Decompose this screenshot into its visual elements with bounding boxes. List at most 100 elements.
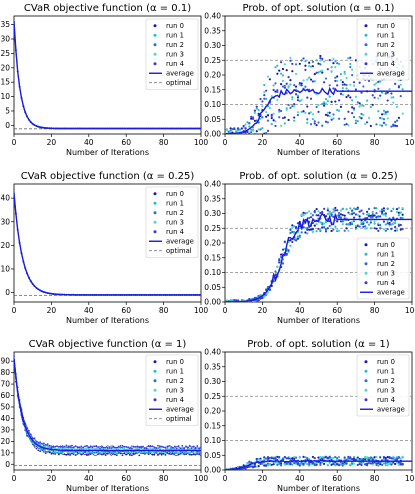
y-tick-label: 0.15: [204, 253, 221, 262]
run-1-point: [187, 452, 189, 454]
legend-label: run 1: [377, 32, 395, 40]
run-0-point: [313, 224, 316, 227]
run-0-point: [270, 463, 273, 466]
run-0-point: [190, 453, 193, 456]
y-tick-label: 10: [0, 264, 10, 273]
y-tick-label: 40: [0, 194, 10, 203]
run-3-point: [244, 123, 247, 126]
run-1-point: [326, 213, 329, 216]
run-1-point: [144, 451, 146, 454]
run-3-point: [276, 98, 279, 101]
x-tick-label: 100: [194, 306, 209, 315]
x-tick-label: 40: [295, 306, 305, 315]
run-4-point: [354, 213, 357, 216]
run-2-point: [323, 102, 326, 106]
run-1-point: [281, 74, 285, 77]
run-4-point: [244, 127, 247, 130]
run-0-point: [291, 70, 294, 73]
run-0-point: [323, 462, 326, 466]
run-1-point: [89, 451, 92, 454]
run-3-point: [274, 120, 277, 123]
run-4-point: [255, 105, 258, 108]
run-4-point: [371, 458, 374, 461]
run-3-point: [354, 224, 357, 227]
run-0-point: [80, 453, 83, 456]
run-0-point: [263, 132, 266, 134]
run-2-point: [377, 87, 380, 90]
run-1-point: [351, 210, 354, 213]
legend-label: run 3: [166, 219, 184, 227]
run-3-point: [294, 72, 298, 76]
run-4-point: [394, 82, 397, 85]
run-1-point: [43, 449, 45, 452]
run-4-point: [56, 445, 58, 448]
run-0-point: [255, 130, 258, 133]
run-1-point: [82, 451, 85, 454]
run-4-point: [136, 445, 139, 448]
legend-label: run 2: [166, 41, 184, 49]
run-1-point: [343, 70, 346, 74]
run-1-point: [57, 450, 60, 453]
run-4-point: [160, 445, 163, 448]
run-3-point: [268, 463, 271, 467]
run-3-point: [328, 115, 331, 118]
run-1-point: [317, 71, 320, 74]
y-tick-label: 20: [0, 241, 10, 250]
run-0-point: [44, 452, 47, 454]
run-1-point: [300, 110, 303, 113]
run-3-point: [261, 105, 264, 108]
run-4-point: [72, 446, 75, 449]
run-2-point: [377, 215, 380, 218]
run-2-point: [248, 460, 251, 463]
run-0-point: [394, 124, 397, 127]
run-2-point: [399, 95, 402, 98]
run-0-point: [200, 454, 201, 457]
run-0-point: [349, 96, 352, 99]
run-2-point: [352, 115, 356, 119]
run-1-point: [352, 207, 356, 210]
run-0-point: [296, 237, 300, 240]
run-0-point: [289, 239, 292, 242]
run-1-point: [86, 452, 88, 454]
run-2-point: [304, 85, 307, 88]
run-0-point: [317, 62, 320, 65]
run-3-point: [84, 447, 86, 450]
run-1-point: [367, 456, 371, 459]
run-4-point: [145, 447, 148, 450]
run-4-point: [336, 209, 339, 212]
x-tick-label: 60: [332, 474, 342, 483]
run-0-point: [69, 454, 71, 456]
run-4-point: [354, 88, 357, 91]
run-1-point: [337, 212, 341, 216]
run-0-point: [280, 83, 283, 86]
run-2-point: [379, 223, 382, 227]
run-2-point: [337, 117, 341, 120]
run-1-point: [158, 451, 161, 454]
run-4-point: [270, 456, 273, 460]
run-2-point: [313, 464, 316, 467]
run-4-point: [200, 447, 201, 450]
run-3-point: [259, 459, 262, 462]
run-0-point: [63, 453, 66, 456]
run-4-point: [274, 273, 277, 277]
legend-marker: [153, 43, 157, 47]
run-4-point: [259, 462, 262, 465]
run-4-point: [369, 221, 372, 224]
run-3-point: [253, 111, 257, 114]
run-3-point: [392, 455, 395, 458]
run-1-point: [255, 107, 258, 110]
legend-label: run 0: [166, 190, 184, 198]
run-4-point: [276, 89, 279, 92]
run-1-point: [352, 455, 356, 459]
run-3-point: [272, 112, 275, 115]
run-0-point: [266, 457, 270, 461]
run-3-point: [395, 105, 399, 108]
run-4-point: [46, 443, 49, 446]
run-4-point: [298, 81, 301, 85]
run-4-point: [343, 456, 346, 459]
run-4-point: [253, 109, 257, 112]
run-4-point: [384, 212, 387, 215]
run-3-point: [351, 68, 354, 71]
run-0-point: [345, 95, 348, 99]
